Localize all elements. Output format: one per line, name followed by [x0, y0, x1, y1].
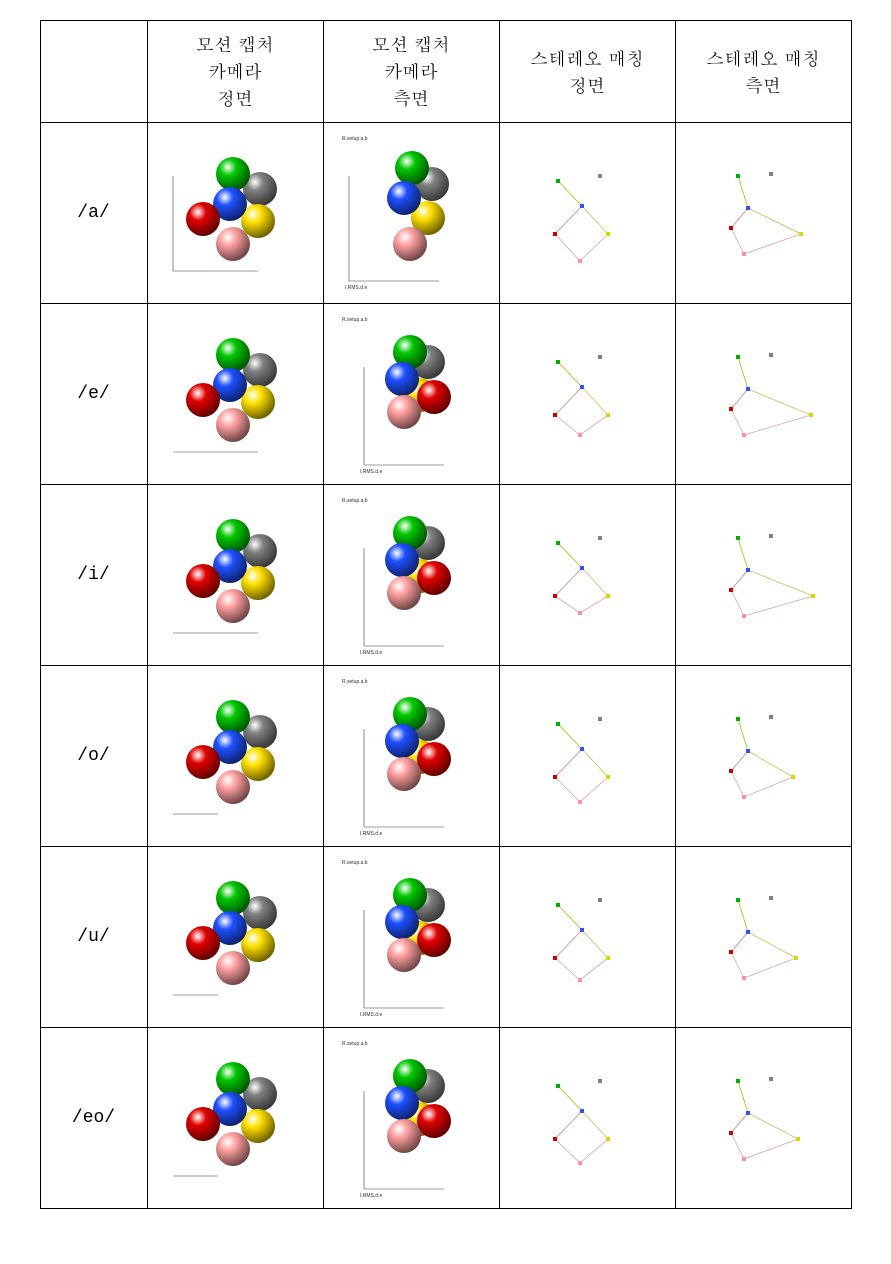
header-text-0: 모션 캡처 카메라 정면 — [196, 32, 274, 111]
skeleton-side-cell — [675, 847, 851, 1028]
svg-text:R.setup.a.b: R.setup.a.b — [342, 860, 368, 866]
svg-text:I.RMS.d.e: I.RMS.d.e — [360, 469, 382, 475]
spheres-side-cell: R.setup.a.b I.RMS.d.e — [323, 847, 499, 1028]
skeleton-side-cell — [675, 123, 851, 304]
svg-text:I.RMS.d.e: I.RMS.d.e — [360, 650, 382, 656]
svg-text:R.setup.a.b: R.setup.a.b — [342, 498, 368, 504]
spheres-side-cell: R.setup.a.b I.RMS.d.e — [323, 485, 499, 666]
row-label: /o/ — [40, 666, 147, 847]
table-row: /i/R.setup.a.b I.RMS.d.e — [40, 485, 851, 666]
header-col-1: 모션 캡처 카메라 측면 — [323, 21, 499, 123]
table-row: /a/R.setup.a.b I.RMS.d.e — [40, 123, 851, 304]
header-col-2: 스테레오 매칭 정면 — [499, 21, 675, 123]
svg-text:R.setup.a.b: R.setup.a.b — [342, 1041, 368, 1047]
header-row: 모션 캡처 카메라 정면 모션 캡처 카메라 측면 스테레오 매칭 정면 스테레… — [40, 21, 851, 123]
svg-text:I.RMS.d.e: I.RMS.d.e — [360, 1193, 382, 1199]
skeleton-front-cell — [499, 485, 675, 666]
header-text-2: 스테레오 매칭 정면 — [530, 46, 644, 98]
table-row: /o/R.setup.a.b I.RMS.d.e — [40, 666, 851, 847]
svg-text:I.RMS.d.e: I.RMS.d.e — [345, 285, 367, 291]
svg-text:R.setup.a.b: R.setup.a.b — [342, 136, 368, 142]
spheres-side-cell: R.setup.a.b I.RMS.d.e — [323, 123, 499, 304]
skeleton-front-cell — [499, 666, 675, 847]
phoneme-comparison-table: 모션 캡처 카메라 정면 모션 캡처 카메라 측면 스테레오 매칭 정면 스테레… — [40, 20, 852, 1209]
spheres-front-cell — [147, 847, 323, 1028]
spheres-side-cell: R.setup.a.b I.RMS.d.e — [323, 1028, 499, 1209]
row-label: /a/ — [40, 123, 147, 304]
table-row: /eo/R.setup.a.b I.RMS.d.e — [40, 1028, 851, 1209]
spheres-front-cell — [147, 123, 323, 304]
header-text-3: 스테레오 매칭 측면 — [706, 46, 820, 98]
row-label: /u/ — [40, 847, 147, 1028]
skeleton-side-cell — [675, 485, 851, 666]
spheres-side-cell: R.setup.a.b I.RMS.d.e — [323, 666, 499, 847]
skeleton-front-cell — [499, 847, 675, 1028]
row-label: /e/ — [40, 304, 147, 485]
spheres-side-cell: R.setup.a.b I.RMS.d.e — [323, 304, 499, 485]
svg-text:R.setup.a.b: R.setup.a.b — [342, 679, 368, 685]
table-row: /u/R.setup.a.b I.RMS.d.e — [40, 847, 851, 1028]
spheres-front-cell — [147, 666, 323, 847]
svg-text:I.RMS.d.e: I.RMS.d.e — [360, 831, 382, 837]
skeleton-front-cell — [499, 1028, 675, 1209]
skeleton-front-cell — [499, 304, 675, 485]
svg-text:R.setup.a.b: R.setup.a.b — [342, 317, 368, 323]
spheres-front-cell — [147, 304, 323, 485]
header-blank — [40, 21, 147, 123]
table-row: /e/R.setup.a.b I.RMS.d.e — [40, 304, 851, 485]
header-col-3: 스테레오 매칭 측면 — [675, 21, 851, 123]
skeleton-front-cell — [499, 123, 675, 304]
header-text-1: 모션 캡처 카메라 측면 — [372, 32, 450, 111]
spheres-front-cell — [147, 485, 323, 666]
spheres-front-cell — [147, 1028, 323, 1209]
skeleton-side-cell — [675, 666, 851, 847]
row-label: /i/ — [40, 485, 147, 666]
skeleton-side-cell — [675, 304, 851, 485]
svg-text:I.RMS.d.e: I.RMS.d.e — [360, 1012, 382, 1018]
row-label: /eo/ — [40, 1028, 147, 1209]
table-body: /a/R.setup.a.b I.RMS.d.e/e/R.setup.a.b I.R… — [40, 123, 851, 1209]
header-col-0: 모션 캡처 카메라 정면 — [147, 21, 323, 123]
skeleton-side-cell — [675, 1028, 851, 1209]
